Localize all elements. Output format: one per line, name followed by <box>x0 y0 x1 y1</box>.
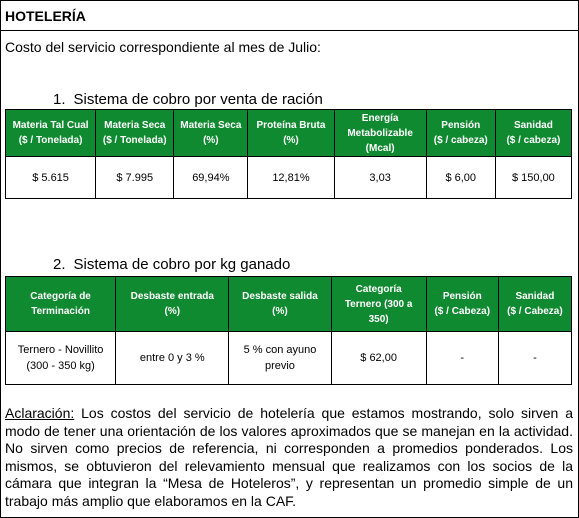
rule <box>1 30 578 31</box>
header-line: ($ / Tonelada) <box>102 135 167 146</box>
cell: 12,81% <box>247 156 335 199</box>
note-text: Los costos del servicio de hotelería que… <box>5 405 573 509</box>
header-line: Pensión <box>441 120 481 131</box>
column-header: Materia Seca (%) <box>173 109 249 157</box>
cell: - <box>497 331 573 385</box>
header-line: 350) <box>368 313 389 325</box>
header-line: Proteína Bruta <box>256 120 326 131</box>
cell-line: $ 62,00 <box>360 352 397 364</box>
cell-line: entre 0 y 3 % <box>139 352 205 364</box>
cell-line: - <box>533 352 537 364</box>
header-line: (Mcal) <box>365 142 395 154</box>
cell: $ 150,00 <box>494 156 573 199</box>
header-line: (%) <box>272 306 288 317</box>
header-line: Terminación <box>31 306 90 317</box>
cell: $ 5.615 <box>4 156 97 199</box>
cell-line: 3,03 <box>369 171 391 184</box>
header-line: (%) <box>203 135 219 146</box>
cell: Ternero - Novillito (300 - 350 kg) <box>4 331 117 385</box>
header-line: ($ / Tonelada) <box>18 135 83 146</box>
column-header: Categoría Ternero (300 a 350) <box>330 276 427 332</box>
section-heading: 2. Sistema de cobro por kg ganado <box>53 256 298 273</box>
cell-line: 69,94% <box>192 171 230 184</box>
cell-line: - <box>460 352 465 364</box>
section-title: Sistema de cobro por venta de ración <box>73 91 323 108</box>
column-header: Pensión ($ / cabeza) <box>425 109 496 157</box>
header-line: Categoría de <box>30 291 91 302</box>
table: Categoría de Terminación Desbaste entrada (… <box>4 276 573 385</box>
header-row: Categoría de Terminación Desbaste entrada (… <box>4 276 573 332</box>
section-title: Sistema de cobro por kg ganado <box>73 256 291 273</box>
column-header: Sanidad ($ / cabeza) <box>494 109 573 157</box>
column-header: Desbaste entrada (%) <box>115 276 230 332</box>
cell-line: Ternero - Novillito <box>17 344 104 356</box>
cell: 3,03 <box>333 156 427 199</box>
header-line: Sanidad <box>513 120 553 131</box>
header-row: Materia Tal Cual ($ / Tonelada) Materia Se… <box>4 109 573 157</box>
header-line: Materia Tal Cual <box>12 120 89 131</box>
cell: 69,94% <box>173 156 249 199</box>
column-header: Materia Seca ($ / Tonelada) <box>95 109 175 157</box>
column-header: Materia Tal Cual ($ / Tonelada) <box>4 109 97 157</box>
column-header: Desbaste salida (%) <box>228 276 332 332</box>
cell-line: (300 - 350 kg) <box>26 360 95 372</box>
intro: Costo del servicio correspondiente al me… <box>5 39 321 55</box>
cell: entre 0 y 3 % <box>115 331 230 385</box>
cell-line: $ 6,00 <box>445 171 477 184</box>
table: Materia Tal Cual ($ / Tonelada) Materia Se… <box>4 109 573 199</box>
column-header: Proteína Bruta (%) <box>247 109 335 157</box>
header-line: Ternero (300 a <box>344 298 413 310</box>
header-line: ($ / cabeza) <box>433 135 488 146</box>
column-header: Energía Metabolizable (Mcal) <box>333 109 427 157</box>
section-number: 1. <box>53 91 66 108</box>
title: HOTELERÍA <box>5 8 86 24</box>
header-line: ($ / Cabeza) <box>507 306 563 317</box>
cell: $ 62,00 <box>330 331 427 385</box>
header-line: Pensión <box>442 291 482 302</box>
header-line: (%) <box>164 306 181 317</box>
header-line: Metabolizable <box>347 127 413 139</box>
cell-line: 5 % con ayuno <box>243 344 317 356</box>
header-line: (%) <box>283 135 299 146</box>
cell: $ 6,00 <box>425 156 496 199</box>
header-line: Energía <box>361 112 399 124</box>
data-row: Ternero - Novillito (300 - 350 kg) entre 0… <box>4 331 573 385</box>
cell: $ 7.995 <box>95 156 175 199</box>
cell-line: previo <box>264 360 295 372</box>
header-line: Sanidad <box>515 291 555 302</box>
data-row: $ 5.615 $ 7.995 69,94% 12,81% 3,03 $ 6,00 $ 15… <box>4 156 573 199</box>
header-line: Materia Seca <box>104 120 166 131</box>
column-header: Categoría de Terminación <box>4 276 117 332</box>
cell-line: $ 150,00 <box>511 171 555 184</box>
header-line: Materia Seca <box>180 120 242 131</box>
cell: - <box>425 331 499 385</box>
header-line: Desbaste entrada <box>130 291 214 302</box>
cell-line: $ 5.615 <box>32 171 69 184</box>
cell: 5 % con ayuno previo <box>228 331 332 385</box>
section-heading: 1. Sistema de cobro por venta de ración <box>53 91 331 108</box>
cell-line: $ 7.995 <box>116 171 154 184</box>
section-number: 2. <box>53 256 66 273</box>
column-header: Pensión ($ / Cabeza) <box>425 276 499 332</box>
header-line: Categoría <box>355 283 402 295</box>
note: Aclaración: Los costos del servicio de h… <box>5 405 573 510</box>
column-header: Sanidad ($ / Cabeza) <box>497 276 573 332</box>
header-line: ($ / cabeza) <box>506 135 561 146</box>
header-line: ($ / Cabeza) <box>434 306 491 317</box>
cell-line: 12,81% <box>272 171 310 184</box>
header-line: Desbaste salida <box>242 291 318 302</box>
note-label: Aclaración: <box>5 405 75 421</box>
